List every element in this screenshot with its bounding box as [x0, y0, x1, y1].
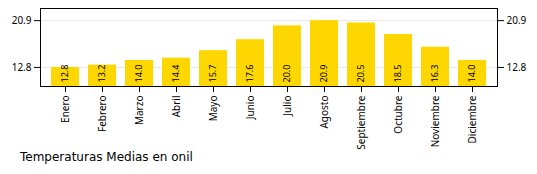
svg-text:14.0: 14.0 — [465, 65, 478, 83]
svg-text:12.8: 12.8 — [58, 65, 71, 83]
svg-text:Febrero: Febrero — [95, 96, 109, 133]
svg-text:Septiembre: Septiembre — [354, 95, 368, 150]
svg-text:18.5: 18.5 — [391, 65, 404, 83]
svg-text:20.9: 20.9 — [317, 65, 330, 83]
svg-text:12.8: 12.8 — [12, 60, 32, 74]
svg-text:Agosto: Agosto — [317, 96, 331, 129]
svg-text:14.0: 14.0 — [132, 65, 145, 83]
svg-text:20.5: 20.5 — [354, 65, 367, 83]
svg-text:Junio: Junio — [243, 96, 257, 121]
svg-text:17.6: 17.6 — [243, 65, 256, 83]
svg-text:20.9: 20.9 — [12, 13, 32, 27]
svg-text:16.3: 16.3 — [428, 65, 441, 83]
svg-text:15.7: 15.7 — [206, 65, 219, 83]
svg-text:Noviembre: Noviembre — [428, 95, 442, 147]
svg-text:12.8: 12.8 — [507, 60, 527, 74]
svg-text:Marzo: Marzo — [132, 96, 146, 126]
svg-text:Abril: Abril — [169, 96, 183, 118]
svg-text:Julio: Julio — [280, 96, 294, 117]
svg-text:Octubre: Octubre — [391, 95, 405, 133]
svg-text:Enero: Enero — [58, 96, 72, 123]
svg-text:Mayo: Mayo — [206, 96, 220, 122]
svg-text:20.0: 20.0 — [280, 65, 293, 83]
svg-text:20.9: 20.9 — [507, 13, 527, 27]
svg-text:Diciembre: Diciembre — [465, 95, 479, 143]
svg-text:13.2: 13.2 — [95, 65, 108, 83]
svg-text:14.4: 14.4 — [169, 65, 182, 83]
html-text:Temperaturas Medias en onil: Temperaturas Medias en onil — [20, 150, 193, 164]
